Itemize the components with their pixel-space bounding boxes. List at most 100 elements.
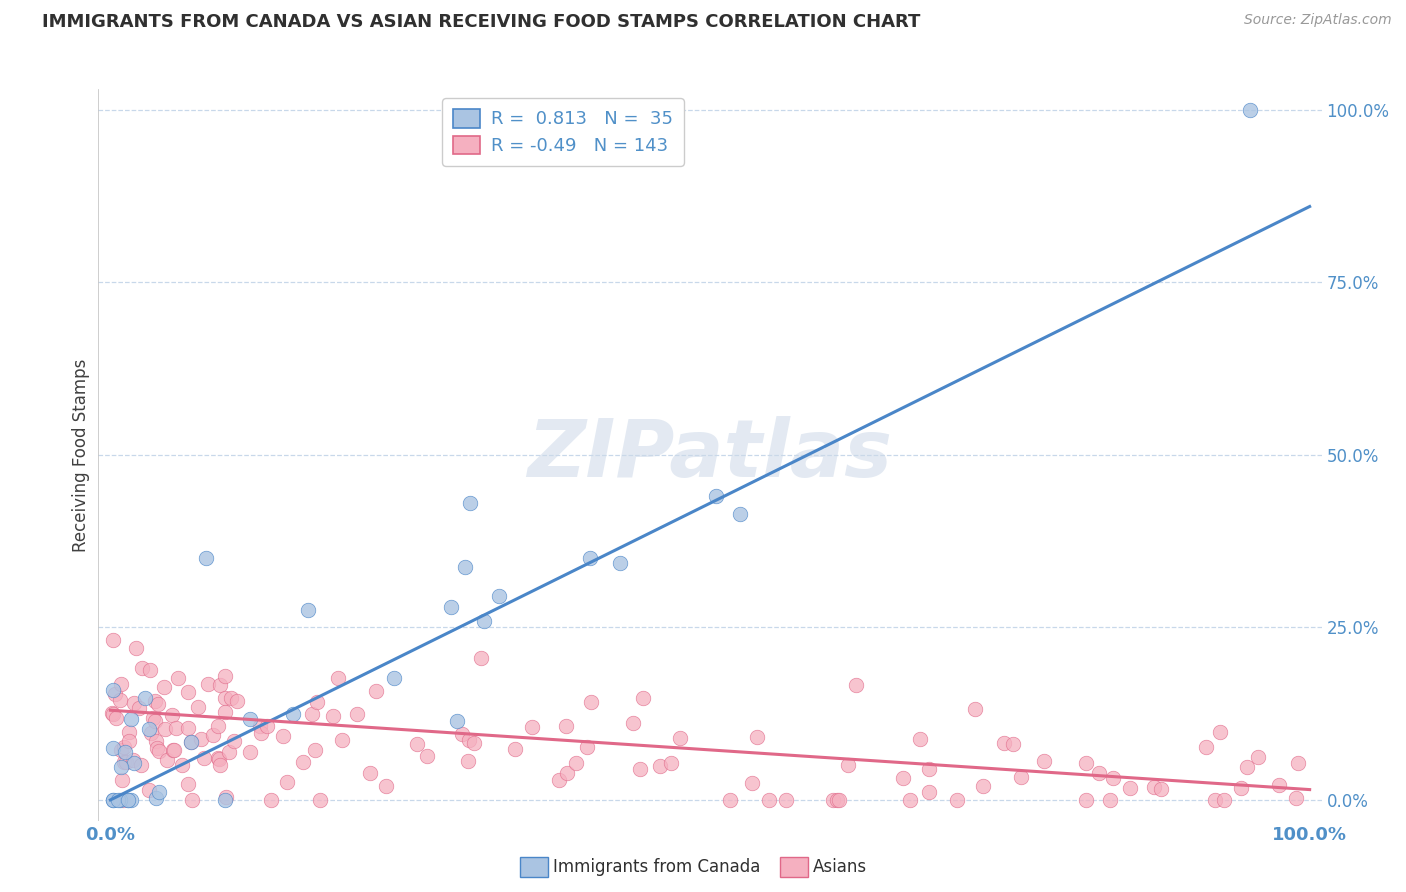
Point xyxy=(579,551,602,566)
Point xyxy=(844,678,866,692)
Point xyxy=(103,632,125,647)
Point xyxy=(122,696,145,710)
Point xyxy=(207,751,229,765)
Point xyxy=(138,663,160,677)
Point xyxy=(153,722,176,736)
Point xyxy=(271,729,294,743)
Point xyxy=(112,793,135,807)
Point xyxy=(129,758,152,772)
Point xyxy=(118,734,141,748)
Point xyxy=(898,793,921,807)
Point xyxy=(581,695,603,709)
Point xyxy=(547,773,569,788)
Point xyxy=(631,691,654,706)
Point xyxy=(1098,793,1121,807)
Point xyxy=(451,727,474,741)
Point xyxy=(963,702,986,716)
Point xyxy=(170,757,193,772)
Point xyxy=(202,728,225,742)
Legend: R =  0.813   N =  35, R = -0.49   N = 143: R = 0.813 N = 35, R = -0.49 N = 143 xyxy=(443,98,685,166)
Point xyxy=(214,793,236,807)
Point xyxy=(148,698,170,712)
Point xyxy=(891,771,914,785)
Point xyxy=(307,695,329,709)
Point xyxy=(470,650,492,665)
Point xyxy=(138,783,160,797)
Point xyxy=(440,600,463,615)
Point xyxy=(128,701,150,715)
Point xyxy=(215,789,238,804)
Point xyxy=(114,745,136,759)
Point xyxy=(239,746,262,760)
Point xyxy=(908,731,931,746)
Point xyxy=(382,671,405,685)
Point xyxy=(917,785,939,799)
Point xyxy=(110,743,132,757)
Point xyxy=(160,707,183,722)
Point xyxy=(446,714,468,728)
Point xyxy=(162,743,184,757)
Point xyxy=(375,779,398,793)
Point xyxy=(155,753,177,767)
Point xyxy=(180,735,202,749)
Point xyxy=(209,678,232,692)
Point xyxy=(1247,750,1270,764)
Point xyxy=(148,744,170,758)
Point xyxy=(115,756,138,770)
Point xyxy=(163,743,186,757)
Point xyxy=(197,676,219,690)
Point xyxy=(1074,793,1097,807)
Point xyxy=(828,793,851,807)
Point xyxy=(1213,793,1236,807)
Point xyxy=(152,680,174,694)
Point xyxy=(111,772,134,787)
Point xyxy=(555,766,578,780)
Point xyxy=(304,743,326,757)
Point xyxy=(946,793,969,807)
Point xyxy=(181,793,204,807)
Point xyxy=(224,733,246,747)
Point xyxy=(101,793,124,807)
Y-axis label: Receiving Food Stamps: Receiving Food Stamps xyxy=(72,359,90,551)
Point xyxy=(276,775,298,789)
Point xyxy=(148,785,170,799)
Point xyxy=(103,687,125,701)
Text: Immigrants from Canada: Immigrants from Canada xyxy=(553,858,759,876)
Point xyxy=(1236,760,1258,774)
Point xyxy=(918,763,941,777)
Point xyxy=(249,719,271,733)
Point xyxy=(226,693,249,707)
Point xyxy=(112,739,135,754)
Point xyxy=(648,759,671,773)
Text: Asians: Asians xyxy=(813,858,866,876)
Point xyxy=(146,740,169,755)
Point xyxy=(463,736,485,750)
Point xyxy=(131,661,153,675)
Point xyxy=(406,737,429,751)
Point xyxy=(346,706,368,721)
Point xyxy=(1268,778,1291,792)
Point xyxy=(1204,793,1226,807)
Point xyxy=(520,720,543,734)
Point xyxy=(190,732,212,747)
Point xyxy=(122,756,145,770)
Point xyxy=(101,741,124,756)
Point xyxy=(117,793,139,807)
Point xyxy=(142,711,165,725)
Point xyxy=(457,733,479,747)
Point xyxy=(120,712,142,726)
Point xyxy=(138,722,160,736)
Point xyxy=(177,721,200,735)
Point xyxy=(117,793,139,807)
Point xyxy=(122,753,145,767)
Point xyxy=(209,757,232,772)
Point xyxy=(165,721,187,735)
Point xyxy=(457,754,479,768)
Text: Source: ZipAtlas.com: Source: ZipAtlas.com xyxy=(1244,13,1392,28)
Point xyxy=(565,756,588,771)
Point xyxy=(1101,771,1123,785)
Point xyxy=(219,690,242,705)
Point xyxy=(177,776,200,790)
Point xyxy=(208,752,231,766)
Point xyxy=(1032,754,1054,768)
